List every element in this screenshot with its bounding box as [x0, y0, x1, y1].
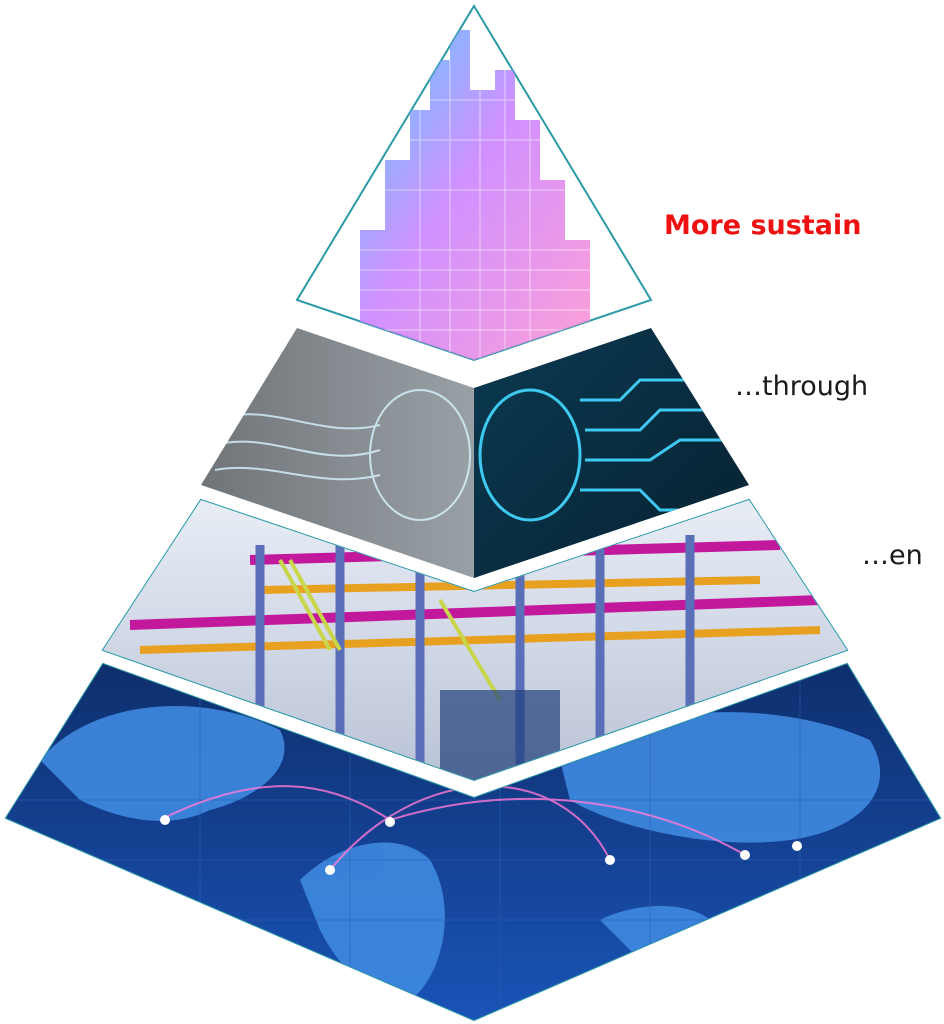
caption-second: …through: [735, 371, 869, 402]
caption-third: …en: [862, 540, 923, 571]
skyscraper-icon: [360, 30, 590, 360]
layer-skyscraper: [295, 4, 653, 362]
caption-top: More sustain: [664, 210, 862, 241]
